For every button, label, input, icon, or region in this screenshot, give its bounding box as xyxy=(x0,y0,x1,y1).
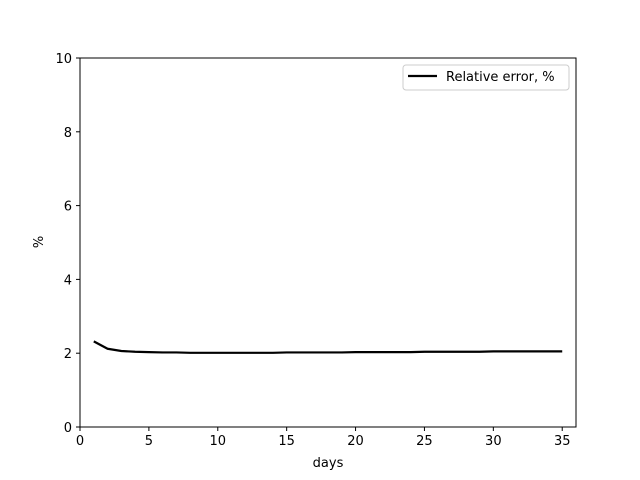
y-tick-label: 2 xyxy=(64,347,72,362)
x-axis-label: days xyxy=(313,456,344,471)
y-tick-label: 4 xyxy=(64,273,72,288)
legend-label: Relative error, % xyxy=(446,70,555,85)
x-tick-label: 0 xyxy=(76,434,84,449)
legend-box xyxy=(402,64,570,91)
series-line xyxy=(93,340,563,354)
x-axis-ticks: 0 5 10 15 20 25 30 35 xyxy=(76,427,571,449)
legend: Relative error, % xyxy=(402,64,570,91)
y-axis-ticks: 0 2 4 6 8 10 xyxy=(55,52,80,436)
y-tick-label: 10 xyxy=(55,52,72,67)
x-tick-label: 25 xyxy=(416,434,433,449)
y-tick-label: 8 xyxy=(64,126,72,141)
x-tick-label: 10 xyxy=(210,434,227,449)
y-tick-label: 6 xyxy=(64,200,72,215)
plot-frame xyxy=(79,57,577,428)
x-tick-label: 5 xyxy=(145,434,153,449)
series-layer xyxy=(93,340,563,354)
x-tick-label: 15 xyxy=(278,434,295,449)
x-tick-label: 35 xyxy=(554,434,571,449)
plot-area xyxy=(80,58,576,427)
x-tick-label: 30 xyxy=(485,434,502,449)
y-tick-label: 0 xyxy=(64,421,72,436)
y-axis-label: % xyxy=(32,236,47,248)
x-tick-label: 20 xyxy=(347,434,364,449)
